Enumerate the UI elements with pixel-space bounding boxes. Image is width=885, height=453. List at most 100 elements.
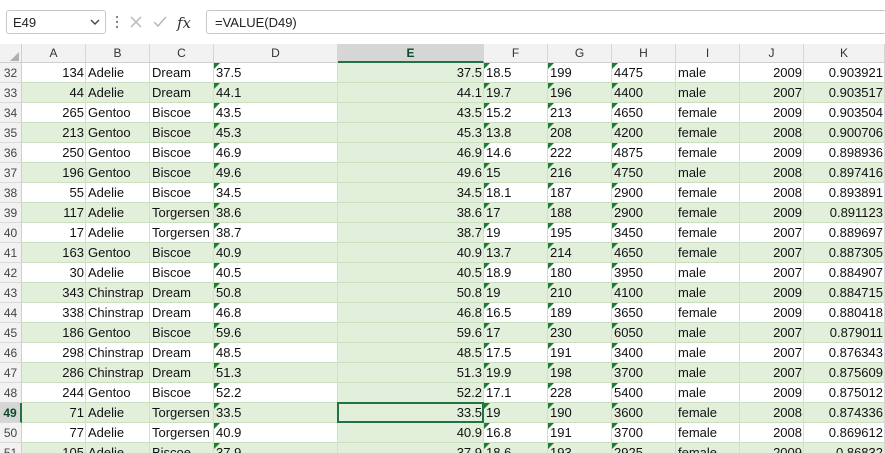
cell-f[interactable]: 16.5 <box>484 303 548 323</box>
cell-k[interactable]: 0.879011 <box>804 323 885 343</box>
cell-c[interactable]: Dream <box>150 283 214 303</box>
cell-a[interactable]: 44 <box>22 83 86 103</box>
column-header-e[interactable]: E <box>338 44 484 63</box>
cell-a[interactable]: 265 <box>22 103 86 123</box>
cell-g[interactable]: 195 <box>548 223 612 243</box>
cell-c[interactable]: Biscoe <box>150 123 214 143</box>
cell-c[interactable]: Biscoe <box>150 163 214 183</box>
cell-d[interactable]: 48.5 <box>214 343 338 363</box>
cell-a[interactable]: 71 <box>22 403 86 423</box>
cell-k[interactable]: 0.903921 <box>804 63 885 83</box>
cell-j[interactable]: 2007 <box>740 323 804 343</box>
cell-h[interactable]: 3600 <box>612 403 676 423</box>
cell-b[interactable]: Gentoo <box>86 103 150 123</box>
cell-e[interactable]: 46.9 <box>338 143 484 163</box>
row-header[interactable]: 44 <box>0 303 22 323</box>
cell-a[interactable]: 163 <box>22 243 86 263</box>
insert-function-icon[interactable]: fx <box>176 14 196 32</box>
cell-c[interactable]: Dream <box>150 83 214 103</box>
cell-h[interactable]: 3400 <box>612 343 676 363</box>
cell-h[interactable]: 3700 <box>612 423 676 443</box>
cell-k[interactable]: 0.875012 <box>804 383 885 403</box>
cell-c[interactable]: Dream <box>150 343 214 363</box>
cell-d[interactable]: 51.3 <box>214 363 338 383</box>
cell-g[interactable]: 188 <box>548 203 612 223</box>
cell-g[interactable]: 190 <box>548 403 612 423</box>
cell-k[interactable]: 0.898936 <box>804 143 885 163</box>
cell-a[interactable]: 343 <box>22 283 86 303</box>
cell-a[interactable]: 213 <box>22 123 86 143</box>
cell-e[interactable]: 48.5 <box>338 343 484 363</box>
cell-i[interactable]: female <box>676 143 740 163</box>
cell-h[interactable]: 4750 <box>612 163 676 183</box>
cell-d[interactable]: 38.6 <box>214 203 338 223</box>
column-header-h[interactable]: H <box>612 44 676 63</box>
cell-i[interactable]: female <box>676 203 740 223</box>
column-header-d[interactable]: D <box>214 44 338 63</box>
cell-f[interactable]: 19.7 <box>484 83 548 103</box>
cell-i[interactable]: female <box>676 243 740 263</box>
row-header[interactable]: 38 <box>0 183 22 203</box>
cell-f[interactable]: 13.8 <box>484 123 548 143</box>
row-header[interactable]: 50 <box>0 423 22 443</box>
cell-e[interactable]: 50.8 <box>338 283 484 303</box>
cell-a[interactable]: 77 <box>22 423 86 443</box>
cell-k[interactable]: 0.903504 <box>804 103 885 123</box>
cell-e[interactable]: 51.3 <box>338 363 484 383</box>
cell-g[interactable]: 189 <box>548 303 612 323</box>
cell-i[interactable]: male <box>676 163 740 183</box>
cell-k[interactable]: 0.869612 <box>804 423 885 443</box>
cell-h[interactable]: 3700 <box>612 363 676 383</box>
cell-e[interactable]: 33.5 <box>338 403 484 423</box>
row-header[interactable]: 33 <box>0 83 22 103</box>
cell-j[interactable]: 2008 <box>740 123 804 143</box>
cell-g[interactable]: 180 <box>548 263 612 283</box>
cell-c[interactable]: Torgersen <box>150 223 214 243</box>
column-header-c[interactable]: C <box>150 44 214 63</box>
row-header[interactable]: 41 <box>0 243 22 263</box>
cell-f[interactable]: 13.7 <box>484 243 548 263</box>
cell-h[interactable]: 2900 <box>612 203 676 223</box>
column-header-j[interactable]: J <box>740 44 804 63</box>
cell-a[interactable]: 105 <box>22 443 86 453</box>
cell-j[interactable]: 2007 <box>740 83 804 103</box>
cell-b[interactable]: Chinstrap <box>86 343 150 363</box>
cell-i[interactable]: female <box>676 403 740 423</box>
cell-d[interactable]: 45.3 <box>214 123 338 143</box>
cell-f[interactable]: 19 <box>484 223 548 243</box>
cell-g[interactable]: 230 <box>548 323 612 343</box>
cell-g[interactable]: 193 <box>548 443 612 453</box>
cell-k[interactable]: 0.874336 <box>804 403 885 423</box>
cell-d[interactable]: 43.5 <box>214 103 338 123</box>
cell-k[interactable]: 0.900706 <box>804 123 885 143</box>
cell-b[interactable]: Adelie <box>86 183 150 203</box>
cell-f[interactable]: 18.1 <box>484 183 548 203</box>
cell-b[interactable]: Chinstrap <box>86 283 150 303</box>
row-header[interactable]: 39 <box>0 203 22 223</box>
column-header-a[interactable]: A <box>22 44 86 63</box>
cell-g[interactable]: 198 <box>548 363 612 383</box>
cell-j[interactable]: 2007 <box>740 243 804 263</box>
cell-i[interactable]: female <box>676 223 740 243</box>
cell-h[interactable]: 2925 <box>612 443 676 453</box>
cell-c[interactable]: Biscoe <box>150 143 214 163</box>
cell-d[interactable]: 37.9 <box>214 443 338 453</box>
cell-f[interactable]: 19.9 <box>484 363 548 383</box>
cell-e[interactable]: 44.1 <box>338 83 484 103</box>
cell-j[interactable]: 2009 <box>740 63 804 83</box>
cell-k[interactable]: 0.884907 <box>804 263 885 283</box>
cell-j[interactable]: 2009 <box>740 103 804 123</box>
cell-g[interactable]: 222 <box>548 143 612 163</box>
cell-c[interactable]: Biscoe <box>150 103 214 123</box>
cell-h[interactable]: 3650 <box>612 303 676 323</box>
row-header[interactable]: 51 <box>0 443 22 453</box>
cell-d[interactable]: 40.9 <box>214 243 338 263</box>
cell-a[interactable]: 134 <box>22 63 86 83</box>
cell-g[interactable]: 210 <box>548 283 612 303</box>
cell-a[interactable]: 286 <box>22 363 86 383</box>
cell-j[interactable]: 2009 <box>740 383 804 403</box>
cell-k[interactable]: 0.876343 <box>804 343 885 363</box>
cell-h[interactable]: 5400 <box>612 383 676 403</box>
cell-i[interactable]: male <box>676 323 740 343</box>
cell-b[interactable]: Adelie <box>86 403 150 423</box>
